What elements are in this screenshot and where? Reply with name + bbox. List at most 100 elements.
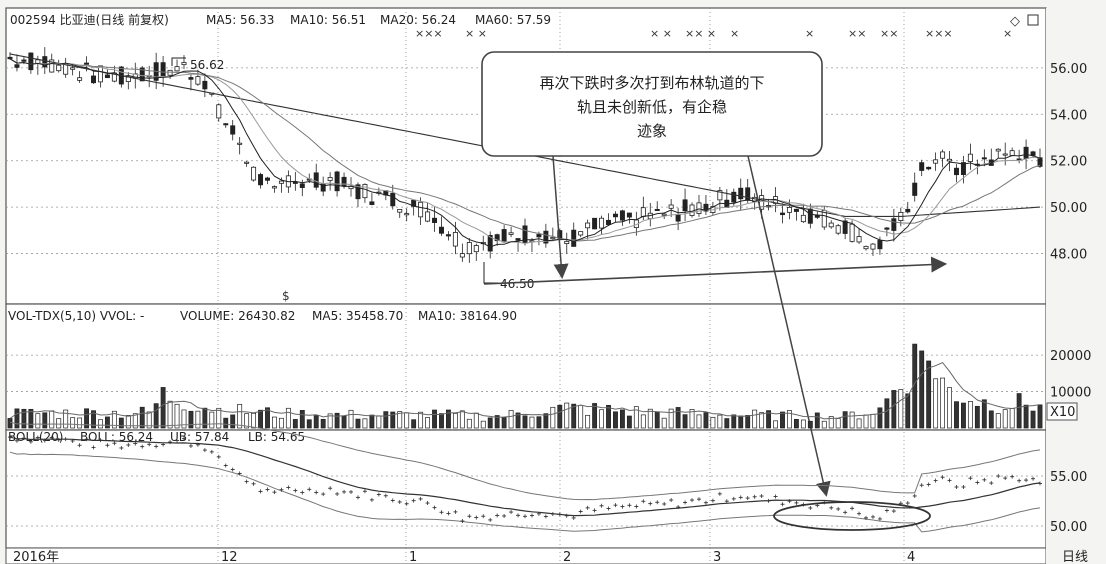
candle-body bbox=[125, 76, 131, 82]
window-restore-icon[interactable] bbox=[1027, 14, 1039, 26]
boll-panel bbox=[5, 429, 1047, 549]
volume-bar bbox=[181, 409, 187, 429]
arrow-to-boll bbox=[747, 155, 831, 497]
candle-body bbox=[856, 236, 862, 243]
candle-body bbox=[564, 240, 570, 245]
volume-bar bbox=[77, 417, 83, 429]
volume-bar bbox=[682, 414, 688, 429]
high-label: 56.62 bbox=[190, 58, 224, 72]
volume-bar bbox=[585, 414, 591, 429]
candle-body bbox=[849, 223, 855, 242]
volume-bar bbox=[466, 418, 472, 429]
volume-bar bbox=[258, 409, 263, 429]
x-marks: ××× × × × × ×× × × × ×× ×× ××× × bbox=[415, 27, 1012, 40]
x-mark: ×× bbox=[848, 27, 866, 40]
volume-bar bbox=[626, 415, 632, 429]
candle-body bbox=[104, 74, 110, 79]
candle-body bbox=[271, 186, 277, 189]
volume-bar bbox=[7, 418, 13, 429]
volume-tick-label: 20000 bbox=[1050, 349, 1091, 364]
candle-body bbox=[738, 187, 744, 200]
candle-body bbox=[265, 177, 270, 181]
candle-body bbox=[459, 253, 465, 258]
volume-bar bbox=[724, 418, 730, 429]
candle-body bbox=[181, 62, 187, 66]
x-axis-label: 2016年 bbox=[13, 550, 59, 564]
volume-bar bbox=[995, 413, 1001, 429]
volume-bar bbox=[244, 413, 250, 429]
volume-bar bbox=[501, 416, 507, 429]
volume-bar bbox=[334, 412, 340, 429]
candle-body bbox=[501, 229, 507, 243]
candle-body bbox=[940, 151, 946, 159]
volume-bar bbox=[28, 408, 34, 429]
candle-body bbox=[675, 214, 681, 222]
multiplier-label: X10 bbox=[1050, 405, 1075, 420]
diamond-icon[interactable]: ◇ bbox=[1010, 14, 1020, 29]
candle-body bbox=[995, 148, 1001, 152]
volume-gridlines: 10000 20000 bbox=[6, 349, 1091, 401]
candle-body bbox=[842, 220, 848, 234]
x-axis-label: 12 bbox=[221, 550, 238, 564]
candle-body bbox=[967, 153, 973, 162]
candle-body bbox=[188, 77, 194, 80]
volume-bar bbox=[745, 415, 751, 429]
volume-bar bbox=[863, 414, 869, 429]
volume-bar bbox=[188, 410, 194, 429]
candle-body bbox=[237, 142, 243, 145]
candle-body bbox=[870, 243, 876, 250]
candle-body bbox=[703, 203, 709, 212]
volume-bar bbox=[63, 409, 69, 429]
volume-bar bbox=[146, 411, 152, 429]
boll-price-ticks bbox=[8, 435, 1042, 524]
volume-bar bbox=[877, 407, 883, 429]
candle-body bbox=[258, 174, 264, 186]
candle-body bbox=[550, 237, 556, 240]
volume-bar bbox=[613, 411, 618, 429]
candle-body bbox=[807, 208, 813, 224]
volume-bar bbox=[766, 410, 772, 429]
volume-bar bbox=[731, 414, 737, 429]
volume-bar bbox=[42, 412, 48, 429]
volume-bar bbox=[522, 415, 528, 429]
volume-bar bbox=[404, 412, 410, 429]
volume-bar bbox=[327, 413, 333, 429]
price-tick-label: 48.00 bbox=[1050, 248, 1087, 263]
volume-bar bbox=[494, 415, 500, 429]
volume-bar bbox=[842, 411, 848, 429]
volume-bar bbox=[703, 412, 709, 429]
volume-bar bbox=[70, 417, 76, 429]
volume-bar bbox=[1023, 404, 1029, 429]
volume-bars bbox=[7, 343, 1043, 429]
volume-bar bbox=[661, 417, 667, 429]
candle-body bbox=[7, 56, 13, 60]
volume-bar bbox=[668, 408, 674, 429]
x-mark: × × bbox=[650, 27, 672, 40]
candle-body bbox=[167, 69, 173, 76]
volume-bar bbox=[780, 411, 785, 429]
volume-bar bbox=[849, 411, 855, 429]
volume-bar bbox=[223, 417, 229, 429]
volume-bar bbox=[647, 408, 653, 429]
candle-body bbox=[960, 162, 966, 175]
volume-bar bbox=[397, 411, 403, 429]
volume-ma5-readout: MA5: 35458.70 bbox=[312, 309, 403, 323]
boll-lower-band bbox=[9, 451, 1041, 533]
candle-body bbox=[56, 64, 62, 72]
boll-tick-label: 50.00 bbox=[1050, 520, 1087, 535]
volume-bar bbox=[104, 416, 110, 429]
candle-body bbox=[160, 62, 166, 77]
volume-bar bbox=[856, 418, 862, 429]
candle-body bbox=[640, 207, 646, 217]
candle-body bbox=[487, 235, 493, 252]
boll-upper-band bbox=[9, 421, 1041, 501]
volume-bar bbox=[1002, 409, 1008, 429]
volume-bar bbox=[947, 387, 952, 429]
candle-body bbox=[466, 242, 472, 255]
boll-gridlines: 50.00 55.00 bbox=[6, 470, 1087, 535]
candle-body bbox=[28, 52, 34, 71]
x-axis-label: 4 bbox=[907, 550, 915, 564]
volume-ma-line bbox=[9, 361, 1041, 420]
multiplier-box bbox=[1046, 402, 1078, 421]
